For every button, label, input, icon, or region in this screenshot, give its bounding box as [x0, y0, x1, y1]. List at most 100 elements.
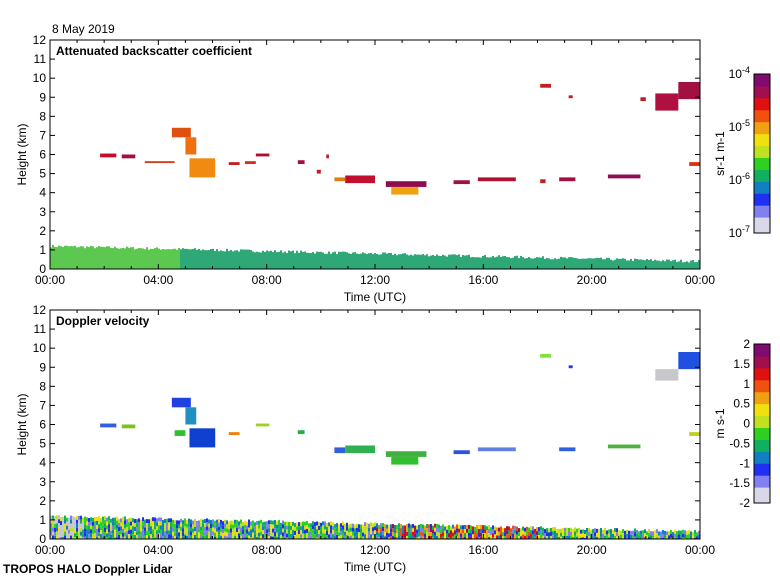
boundary-layer-cell — [596, 536, 598, 539]
boundary-layer-column — [86, 246, 88, 269]
boundary-layer-column — [214, 251, 216, 269]
boundary-layer-cell — [572, 537, 574, 539]
boundary-layer-cell — [216, 527, 218, 532]
boundary-layer-cell — [260, 531, 262, 536]
boundary-layer-column — [218, 251, 220, 269]
boundary-layer-column — [268, 251, 270, 269]
boundary-layer-cell — [476, 532, 478, 537]
boundary-layer-cell — [670, 537, 672, 539]
boundary-layer-cell — [386, 528, 388, 533]
boundary-layer-cell — [148, 535, 150, 539]
colorbar-segment — [754, 487, 770, 492]
boundary-layer-cell — [194, 522, 196, 527]
boundary-layer-cell — [158, 537, 160, 539]
boundary-layer-cell — [250, 537, 252, 539]
boundary-layer-cell — [500, 530, 502, 535]
boundary-layer-cell — [176, 524, 178, 529]
boundary-layer-cell — [400, 532, 402, 537]
boundary-layer-cell — [162, 531, 164, 536]
boundary-layer-cell — [188, 518, 190, 523]
boundary-layer-cell — [384, 532, 386, 537]
boundary-layer-cell — [202, 535, 204, 539]
colorbar-segment — [754, 137, 770, 143]
boundary-layer-column — [616, 258, 618, 269]
boundary-layer-cell — [378, 537, 380, 539]
boundary-layer-column — [178, 247, 180, 269]
boundary-layer-column — [494, 257, 496, 269]
boundary-layer-column — [90, 245, 92, 269]
boundary-layer-cell — [132, 526, 134, 531]
boundary-layer-cell — [560, 528, 562, 533]
boundary-layer-cell — [230, 524, 232, 529]
boundary-layer-cell — [122, 528, 124, 533]
boundary-layer-cell — [326, 526, 328, 531]
boundary-layer-cell — [682, 537, 684, 539]
boundary-layer-cell — [124, 536, 126, 539]
boundary-layer-cell — [316, 525, 318, 530]
boundary-layer-cell — [590, 537, 592, 539]
boundary-layer-column — [476, 257, 478, 269]
boundary-layer-cell — [384, 536, 386, 539]
colorbar-segment — [754, 423, 770, 428]
boundary-layer-cell — [284, 521, 286, 526]
boundary-layer-cell — [244, 524, 246, 529]
boundary-layer-cell — [70, 535, 72, 539]
boundary-layer-cell — [254, 522, 256, 527]
boundary-layer-column — [278, 251, 280, 269]
boundary-layer-cell — [436, 527, 438, 532]
boundary-layer-cell — [128, 522, 130, 527]
boundary-layer-cell — [512, 525, 514, 530]
boundary-layer-cell — [224, 519, 226, 524]
boundary-layer-cell — [642, 530, 644, 535]
boundary-layer-cell — [158, 533, 160, 538]
boundary-layer-column — [456, 255, 458, 269]
boundary-layer-cell — [270, 528, 272, 533]
boundary-layer-cell — [522, 530, 524, 535]
cloud-feature — [100, 423, 117, 428]
boundary-layer-cell — [76, 531, 78, 536]
boundary-layer-column — [274, 250, 276, 269]
boundary-layer-cell — [358, 528, 360, 533]
boundary-layer-cell — [342, 529, 344, 534]
colorbar-segment — [754, 499, 770, 504]
colorbar-segment — [754, 495, 770, 500]
boundary-layer-cell — [610, 529, 612, 534]
boundary-layer-cell — [206, 526, 208, 531]
boundary-layer-cell — [138, 534, 140, 539]
colorbar-tick-label: 2 — [743, 337, 750, 351]
boundary-layer-cell — [588, 527, 590, 532]
boundary-layer-cell — [310, 523, 312, 528]
boundary-layer-cell — [86, 525, 88, 530]
boundary-layer-cell — [174, 528, 176, 533]
boundary-layer-cell — [96, 536, 98, 539]
boundary-layer-cell — [418, 532, 420, 537]
boundary-layer-cell — [162, 523, 164, 528]
boundary-layer-column — [434, 255, 436, 269]
boundary-layer-cell — [236, 532, 238, 537]
cloud-feature — [385, 181, 427, 187]
boundary-layer-cell — [124, 516, 126, 521]
boundary-layer-column — [342, 251, 344, 269]
boundary-layer-cell — [386, 532, 388, 537]
boundary-layer-column — [74, 245, 76, 269]
colorbar-segment — [754, 209, 770, 214]
boundary-layer-column — [154, 248, 156, 269]
boundary-layer-cell — [176, 528, 178, 533]
boundary-layer-cell — [598, 532, 600, 537]
colorbar-segment — [754, 89, 770, 95]
boundary-layer-column — [506, 257, 508, 269]
cloud-feature — [121, 424, 136, 429]
boundary-layer-cell — [472, 526, 474, 531]
colorbar-segment — [754, 415, 770, 421]
boundary-layer-cell — [294, 530, 296, 535]
boundary-layer-cell — [682, 533, 684, 538]
boundary-layer-column — [192, 248, 194, 269]
boundary-layer-column — [564, 257, 566, 269]
boundary-layer-cell — [446, 529, 448, 534]
boundary-layer-cell — [244, 536, 246, 539]
boundary-layer-cell — [152, 517, 154, 522]
boundary-layer-cell — [128, 534, 130, 539]
y-tick-label: 0 — [39, 532, 46, 546]
boundary-layer-column — [454, 254, 456, 269]
boundary-layer-cell — [512, 537, 514, 539]
